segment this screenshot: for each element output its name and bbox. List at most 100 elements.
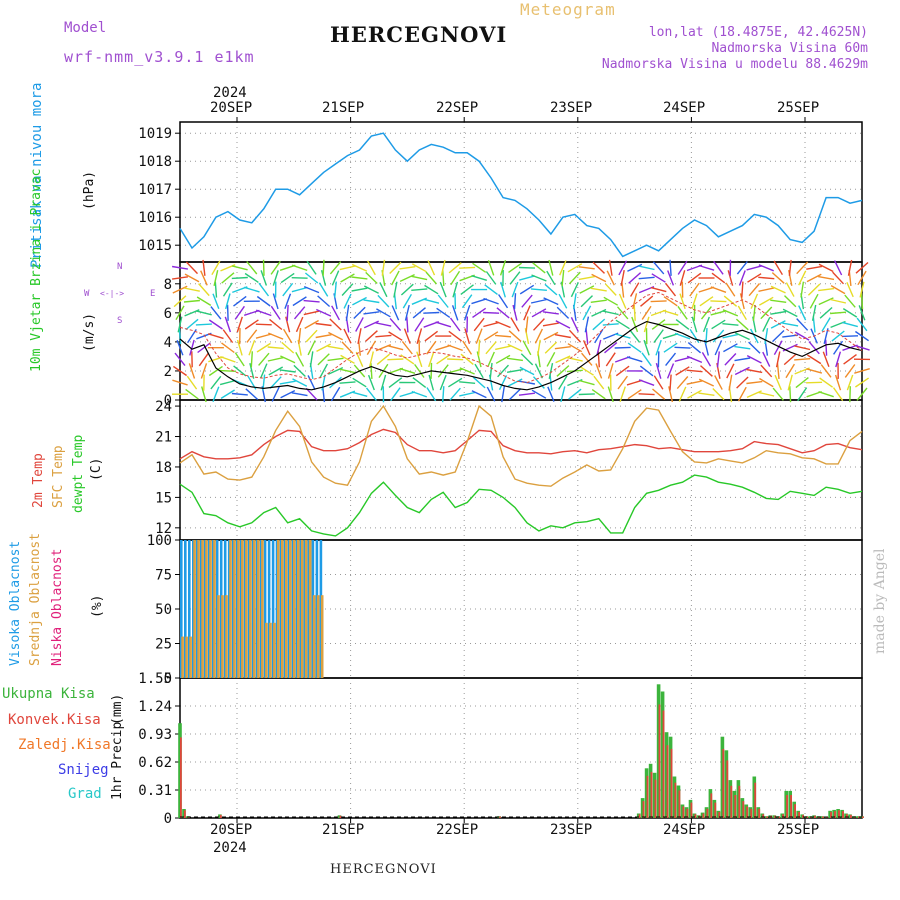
wind-arrow xyxy=(512,304,518,321)
legend-conv-precip: Konvek.Kisa xyxy=(8,712,101,728)
wind-arrow xyxy=(723,295,738,307)
wind-arrow xyxy=(496,307,510,319)
wind-arrow xyxy=(256,295,271,307)
wind-arrow xyxy=(714,340,723,356)
wind-arrow xyxy=(268,366,284,376)
wind-arrow xyxy=(355,351,364,367)
wind-arrow xyxy=(854,330,870,342)
wind-arrow xyxy=(568,329,581,343)
conv-precip-bar xyxy=(686,808,689,818)
wind-arrow xyxy=(746,368,763,374)
wind-arrow xyxy=(714,375,723,390)
wind-arrow xyxy=(632,293,638,310)
wind-arrow xyxy=(176,339,184,356)
wind-arrow xyxy=(678,386,687,402)
wind-arrow xyxy=(363,311,380,315)
wind-arrow xyxy=(617,375,628,390)
wind-arrow xyxy=(530,298,547,304)
wind-arrow xyxy=(736,261,748,275)
wind-arrow xyxy=(772,387,784,401)
conv-precip-bar xyxy=(722,748,725,818)
wind-arrow xyxy=(279,369,296,373)
conv-precip-bar xyxy=(742,801,745,818)
wind-arrow xyxy=(856,387,868,401)
wind-arrow xyxy=(448,262,462,274)
y-tick-label-1-3: 6 xyxy=(164,306,172,322)
wind-arrow xyxy=(830,298,847,304)
cloud-bar-mid_cloud xyxy=(277,540,280,678)
wind-arrow xyxy=(435,344,452,351)
wind-arrow xyxy=(782,308,798,318)
wind-arrow xyxy=(620,269,625,286)
conv-precip-bar xyxy=(794,804,796,818)
conv-precip-bar xyxy=(662,710,665,818)
wind-arrow xyxy=(248,339,256,356)
wind-arrow xyxy=(412,307,426,319)
wind-arrow xyxy=(818,297,834,306)
wind-arrow xyxy=(582,305,592,321)
wind-arrow xyxy=(725,282,736,297)
conv-precip-bar xyxy=(746,806,749,818)
wind-arrow xyxy=(819,306,833,319)
day-bottom-1: 21SEP xyxy=(322,822,365,838)
wind-arrow xyxy=(724,353,737,366)
wind-arrow xyxy=(449,317,461,332)
wind-arrow xyxy=(172,379,188,386)
wind-arrow xyxy=(679,270,686,286)
wind-arrow xyxy=(578,266,595,270)
cloud-bar-mid_cloud xyxy=(249,540,252,678)
wind-arrow xyxy=(473,317,485,332)
wind-arrow xyxy=(834,374,842,391)
wind-arrow xyxy=(734,357,751,362)
wind-arrow xyxy=(178,328,182,345)
conv-precip-bar xyxy=(762,814,765,818)
y-tick-label-1-4: 8 xyxy=(164,277,172,293)
conv-precip-bar xyxy=(710,793,713,818)
wind-arrow xyxy=(448,377,463,388)
cloud-bars-layer xyxy=(180,540,324,678)
wind-arrow xyxy=(794,358,811,361)
wind-arrow xyxy=(794,331,810,341)
wind-arrow xyxy=(547,386,555,402)
conv-precip-bar xyxy=(694,814,697,818)
wind-arrow xyxy=(847,259,853,276)
wind-arrow xyxy=(525,316,529,333)
wind-arrow xyxy=(259,363,268,379)
wind-arrow xyxy=(639,365,654,377)
conv-precip-bar xyxy=(638,814,641,818)
cloud-bar-mid_cloud xyxy=(229,540,232,678)
wind-arrow xyxy=(486,386,496,402)
wind-arrow xyxy=(268,332,284,340)
wind-arrow xyxy=(472,262,487,273)
wind-arrow xyxy=(568,388,582,400)
day-bottom-3: 23SEP xyxy=(550,822,593,838)
wind-arrow xyxy=(771,272,785,284)
wind-arrow xyxy=(281,341,295,354)
cloud-bar-mid_cloud xyxy=(312,595,316,678)
wind-arrow xyxy=(787,374,793,391)
wind-arrow xyxy=(832,271,845,285)
wind-arrow xyxy=(329,261,342,275)
wind-arrow xyxy=(318,282,329,297)
wind-arrow xyxy=(255,323,272,326)
wind-arrow xyxy=(818,263,834,273)
product-label: Meteogram xyxy=(520,0,616,19)
day-top-3: 23SEP xyxy=(550,100,593,116)
wind-arrow xyxy=(846,374,854,391)
wind-arrow xyxy=(280,355,296,364)
wind-arrow xyxy=(796,318,809,331)
wind-arrow xyxy=(653,329,664,344)
y-tick-label-4-0: 0 xyxy=(164,811,172,827)
wind-arrow xyxy=(495,334,512,338)
wind-arrow xyxy=(653,375,664,390)
wind-arrow xyxy=(691,316,698,333)
y-tick-label-2-4: 24 xyxy=(155,399,172,415)
wind-arrow xyxy=(258,352,270,366)
wind-arrow xyxy=(558,293,568,309)
wind-arrow xyxy=(451,305,459,321)
wind-arrow xyxy=(830,311,847,315)
wind-arrow xyxy=(748,283,761,297)
wind-arrow xyxy=(669,374,672,391)
wind-arrow xyxy=(340,354,355,364)
